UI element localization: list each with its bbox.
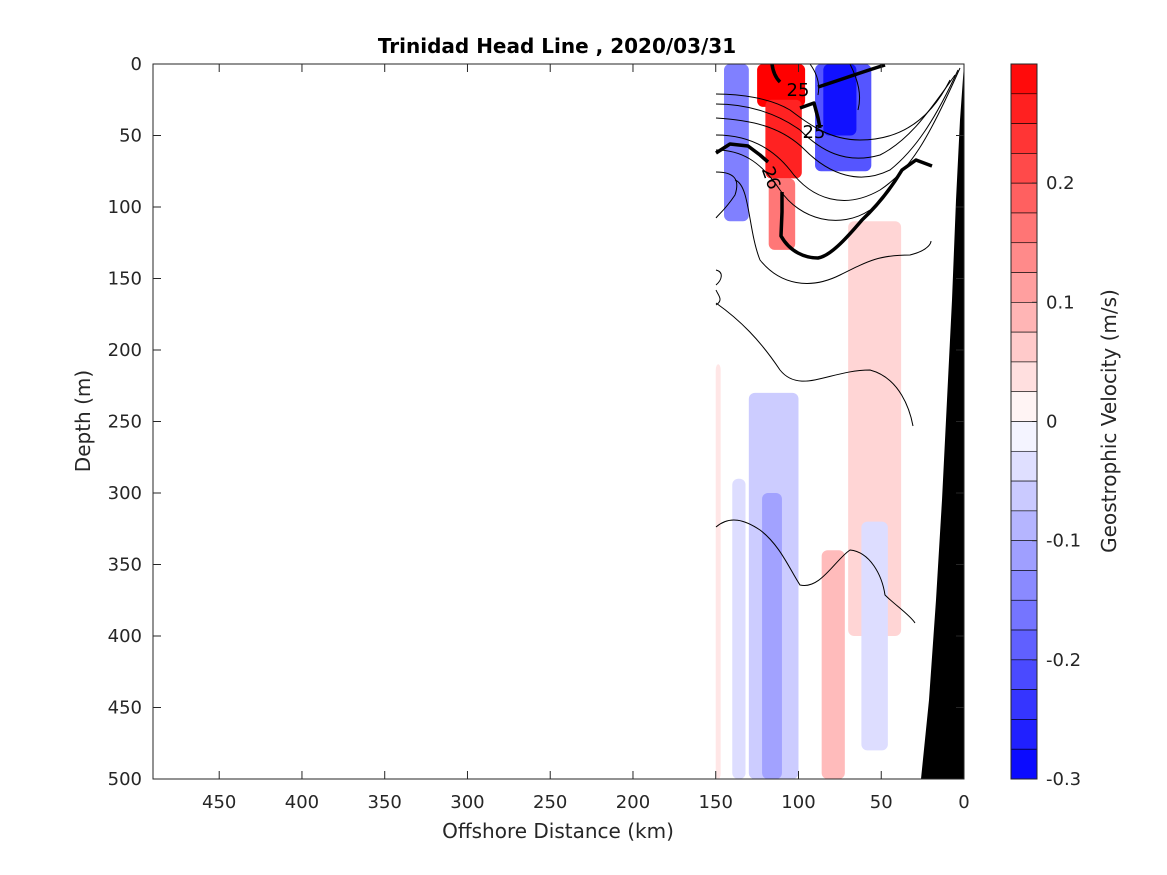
y-tick-label: 100 [108,197,142,218]
velocity-patch [732,478,746,779]
x-tick-label: 100 [781,792,815,813]
colorbar-tick-label: -0.2 [1046,650,1081,671]
y-tick-label: 0 [131,54,142,75]
x-tick-label: 250 [533,792,567,813]
colorbar-segment [1010,510,1038,541]
contour-label: 25 [787,80,810,101]
colorbar-segment [1010,748,1038,780]
colorbar-label: Geostrophic Velocity (m/s) [1097,289,1121,553]
x-tick-label: 200 [616,792,650,813]
colorbar-segment [1010,153,1038,184]
contour-line [715,302,914,427]
colorbar-segment [1010,391,1038,422]
colorbar-segment [1010,331,1038,363]
colorbar-segment [1010,242,1038,273]
x-tick-label: 150 [699,792,733,813]
colorbar-segment [1010,302,1038,333]
x-tick-label: 350 [368,792,402,813]
x-tick-label: 0 [958,792,969,813]
y-tick-label: 400 [108,626,142,647]
contour-line [849,64,861,111]
colorbar-segment [1010,570,1038,601]
colorbar-segment [1010,421,1038,452]
y-tick-label: 450 [108,698,142,719]
velocity-patch [821,550,845,779]
colorbar-segment [1010,361,1038,393]
x-axis: 450 400 350 300 250 200 150 100 50 0 [202,64,970,813]
colorbar-segment [1010,212,1038,244]
y-axis: 0 50 100 150 200 250 300 350 400 450 500 [108,54,964,790]
velocity-patch [765,99,802,179]
x-tick-label: 450 [202,792,236,813]
isopycnal-26 [779,158,933,260]
thin-contours [715,64,961,624]
velocity-patch [762,493,782,779]
colorbar-segment [1010,629,1038,661]
contour-line [715,67,961,201]
contour-line [715,171,738,219]
y-tick-label: 350 [108,555,142,576]
contour-line [809,64,820,96]
contour-line [715,79,951,141]
contour-line [715,69,959,178]
colorbar-segment [1010,599,1038,631]
colorbar-segment [1010,182,1038,214]
x-axis-label: Offshore Distance (km) [442,819,674,843]
colorbar: 0.2 0.1 0 -0.1 -0.2 -0.3 [1010,63,1081,790]
velocity-patch [757,64,806,107]
y-tick-label: 50 [119,126,142,147]
colorbar-tick-label: -0.3 [1046,769,1081,790]
x-tick-label: 400 [285,792,319,813]
colorbar-segment [1010,689,1038,720]
isopycnal-26 [715,142,770,164]
colorbar-tick-label: 0 [1046,412,1057,433]
colorbar-tick-label: 0.2 [1046,173,1075,194]
colorbar-segment [1010,659,1038,690]
colorbar-segment [1010,123,1038,154]
y-tick-label: 150 [108,269,142,290]
chart-title: Trinidad Head Line , 2020/03/31 [378,34,736,58]
isopycnal-25 [817,64,886,89]
isopycnal-25 [770,64,782,84]
thick-contours [715,64,933,260]
contour-line [715,519,916,624]
velocity-patch [715,364,721,779]
contour-line [715,74,956,159]
colorbar-tick-label: -0.1 [1046,531,1081,552]
y-tick-label: 250 [108,412,142,433]
y-axis-label: Depth (m) [71,370,95,472]
x-tick-label: 300 [450,792,484,813]
y-tick-label: 200 [108,340,142,361]
colorbar-segment [1010,272,1038,303]
y-tick-label: 500 [108,769,142,790]
isopycnal-25 [799,101,822,129]
colorbar-segment [1010,540,1038,571]
contour-line [715,149,871,221]
colorbar-segment [1010,93,1038,124]
bathymetry-mask [921,64,964,779]
colorbar-segment [1010,480,1038,512]
colorbar-segment [1010,450,1038,482]
contour-line [734,179,932,284]
contour-line [715,269,722,286]
velocity-patch [724,64,749,222]
velocity-field [715,64,902,779]
colorbar-segment [1010,719,1038,750]
x-tick-label: 50 [870,792,893,813]
colorbar-tick-label: 0.1 [1046,292,1075,313]
y-tick-label: 300 [108,483,142,504]
contour-label: 25 [803,122,826,143]
colorbar-segment [1010,63,1038,95]
